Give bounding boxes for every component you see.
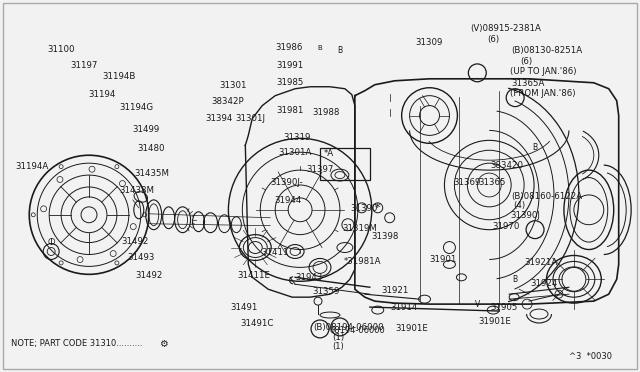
Text: 31301J: 31301J [236,113,266,122]
Text: 08194-06000: 08194-06000 [330,326,386,336]
Text: (B)08130-8251A: (B)08130-8251A [511,46,582,55]
Text: V: V [475,299,480,309]
Text: 31301: 31301 [220,81,247,90]
Text: (6): (6) [487,35,499,44]
Text: 31301A: 31301A [278,148,311,157]
Text: (V)08915-2381A: (V)08915-2381A [470,24,541,33]
Text: 31359: 31359 [312,287,340,296]
Text: 31309: 31309 [415,38,443,47]
Text: (4): (4) [514,202,526,211]
Text: B: B [532,143,538,152]
Text: 31438M: 31438M [119,186,154,195]
Text: B: B [513,275,518,284]
Text: 38342P: 38342P [212,97,244,106]
Text: B: B [337,45,342,55]
Text: 31491C: 31491C [241,319,274,328]
Text: B: B [317,45,323,51]
Bar [320,148,370,180]
Text: 31905: 31905 [491,302,518,312]
Text: 31943: 31943 [296,273,323,282]
Text: 31985: 31985 [276,78,304,87]
Text: 31319M: 31319M [342,224,377,233]
Text: 31988: 31988 [312,108,340,118]
Text: 31921A: 31921A [524,257,557,267]
Text: ^3  *0030: ^3 *0030 [569,352,612,361]
Text: 31499: 31499 [132,125,159,134]
Text: (UP TO JAN.'86): (UP TO JAN.'86) [510,67,577,76]
Text: (FROM JAN.'86): (FROM JAN.'86) [510,89,575,98]
Text: 31492: 31492 [121,237,148,246]
Text: 31480: 31480 [137,144,164,153]
Text: 31924: 31924 [531,279,557,288]
Text: 31411E: 31411E [237,271,270,280]
Text: ⚙: ⚙ [159,339,168,349]
Text: 31194: 31194 [88,90,115,99]
Text: 31390: 31390 [351,203,378,213]
Text: (1): (1) [332,342,344,351]
Text: 31390J: 31390J [510,211,540,220]
Text: 31991: 31991 [276,61,304,70]
Text: 31944: 31944 [274,196,301,205]
Text: 31901E: 31901E [395,324,428,333]
Text: 31491: 31491 [231,303,258,312]
Text: (1): (1) [333,333,345,342]
Text: *: * [375,203,380,213]
Text: 31493: 31493 [127,253,155,262]
Text: *A: *A [324,149,334,158]
Text: 31921: 31921 [381,286,408,295]
Text: (B)08160-6122A: (B)08160-6122A [511,192,582,201]
Text: 31435M: 31435M [134,169,169,178]
Text: (B)08194-06000: (B)08194-06000 [314,323,384,331]
Text: 31394: 31394 [205,113,233,122]
Text: (6): (6) [520,57,532,66]
Text: 31970: 31970 [492,222,520,231]
Text: 31411: 31411 [261,248,289,257]
Text: 31492: 31492 [135,271,163,280]
Text: 31398: 31398 [371,232,398,241]
Text: 31981: 31981 [276,106,304,115]
Text: 31365A: 31365A [511,79,545,88]
Text: 383420: 383420 [491,161,524,170]
Text: 31365: 31365 [478,178,506,187]
Text: 31901E: 31901E [478,317,511,326]
Text: NOTE; PART CODE 31310..........: NOTE; PART CODE 31310.......... [12,339,143,348]
Text: 31194G: 31194G [119,103,154,112]
Text: *31981A: *31981A [344,257,381,266]
Text: 31390J-: 31390J- [270,178,303,187]
Text: 31197: 31197 [70,61,97,70]
Text: 31194A: 31194A [15,162,49,171]
Text: 31397: 31397 [306,164,333,173]
Text: 31369: 31369 [454,178,481,187]
Text: 31914: 31914 [390,302,417,312]
Text: 31194B: 31194B [102,72,136,81]
Text: 31901: 31901 [429,254,457,264]
Text: 31100: 31100 [47,45,75,54]
Text: 31986: 31986 [275,43,303,52]
Text: 31319: 31319 [283,133,310,142]
